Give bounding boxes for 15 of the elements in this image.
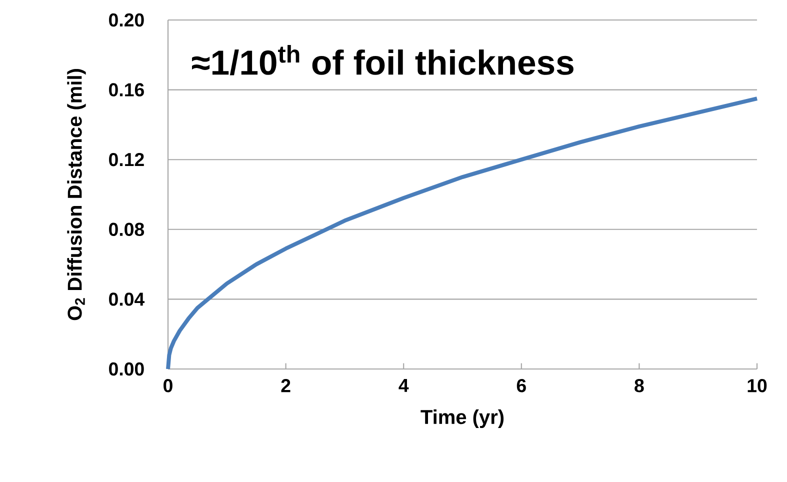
x-tick-label: 2	[281, 379, 290, 392]
y-tick-label: 0.04	[109, 292, 145, 306]
x-axis-title: Time (yr)	[420, 409, 504, 428]
x-tick-label: 10	[748, 379, 767, 392]
x-tick-label: 8	[634, 379, 644, 392]
x-tick-label: 0	[164, 379, 172, 392]
annotation: ≈1/10$^{th}$ of foil thickness	[192, 44, 574, 76]
y-axis-title: O$_{2}$ Diffusion Distance (mil)	[67, 69, 86, 320]
y-tick-label: 0.08	[109, 222, 144, 236]
x-tick-label: 4	[398, 379, 409, 392]
y-tick-label: 0.20	[109, 13, 144, 27]
y-tick-label: 0.16	[109, 83, 144, 96]
y-tick-label: 0.00	[109, 362, 144, 376]
y-tick-label: 0.12	[109, 152, 144, 166]
x-tick-label: 6	[516, 379, 526, 392]
